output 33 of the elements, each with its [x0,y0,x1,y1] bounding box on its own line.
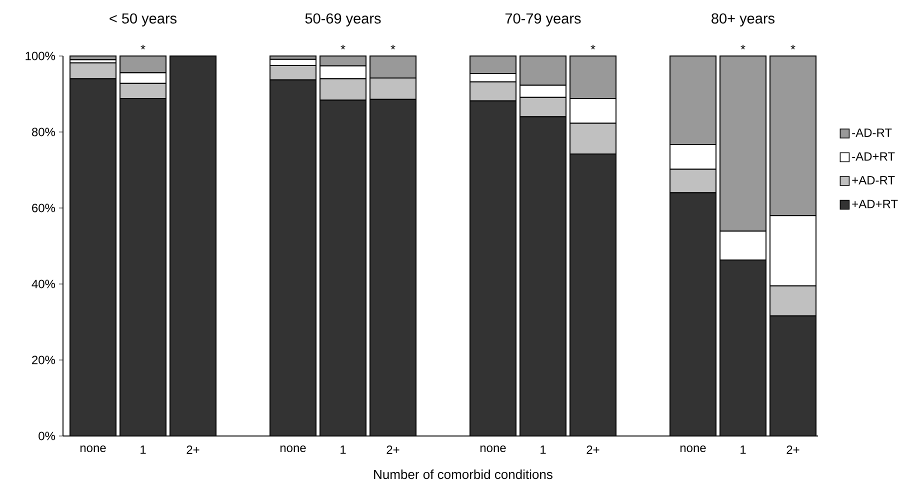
x-tick-label: 2+ [786,446,800,454]
chart-title: 70-79 years [505,13,581,26]
legend-label: +AD-RT [852,176,895,184]
x-tick-label: none [480,446,506,452]
x-tick-label: 1 [340,446,346,454]
x-axis-title: Number of comorbid conditions [374,470,552,480]
chart-title: 50-69 years [305,13,381,26]
annotation: * [740,44,746,50]
x-tick-label: none [80,446,106,452]
y-tick-label: 0% [38,432,56,440]
y-tick-label: 20% [32,356,56,364]
x-tick-label: 2+ [186,446,200,454]
annotation: * [140,44,146,50]
annotation: * [590,44,596,50]
y-tick-label: 40% [32,280,56,288]
annotation: * [390,44,396,50]
legend-label: -AD+RT [852,152,895,161]
x-tick-label: 2+ [386,446,400,454]
x-tick-label: 1 [740,446,746,454]
annotation: * [790,44,796,50]
chart-title: 80+ years [712,13,774,26]
y-tick-label: 100% [26,52,56,60]
x-tick-label: 1 [140,446,146,454]
y-tick-label: 60% [32,204,56,212]
legend-label: -AD-RT [852,128,892,137]
x-tick-label: 1 [540,446,546,454]
x-tick-label: none [680,446,706,452]
chart-title: < 50 years [110,13,177,26]
y-tick-label: 80% [32,128,56,136]
legend-label: +AD+RT [852,200,898,208]
x-tick-label: none [280,446,306,452]
x-tick-label: 2+ [586,446,600,454]
annotation: * [340,44,346,50]
